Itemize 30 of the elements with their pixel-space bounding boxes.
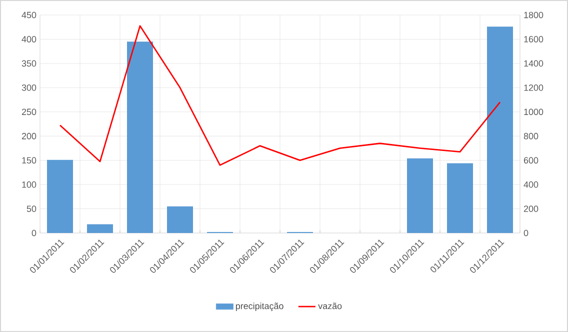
y2-tick-label: 1000 xyxy=(524,108,544,116)
bar xyxy=(47,160,73,233)
y2-tick-label: 200 xyxy=(524,206,538,212)
y-tick-label: 300 xyxy=(22,84,36,91)
y2-tick-label: 1600 xyxy=(524,36,544,42)
y-tick-label: 100 xyxy=(22,181,36,188)
y-tick-label: 250 xyxy=(22,108,36,116)
y-tick-label: 350 xyxy=(22,60,36,67)
legend-label: vazão xyxy=(318,302,342,310)
y2-tick-label: 1400 xyxy=(524,60,544,67)
bar xyxy=(127,42,153,233)
legend-label: precipitação xyxy=(236,302,284,311)
y2-tick-label: 0 xyxy=(524,230,528,236)
bar xyxy=(407,158,434,233)
bar xyxy=(487,26,514,233)
bar xyxy=(87,224,113,233)
y-tick-label: 200 xyxy=(22,132,36,140)
y-tick-label: 400 xyxy=(22,36,36,42)
y-tick-label: 50 xyxy=(26,206,36,212)
line-series xyxy=(59,25,501,166)
y2-tick-label: 400 xyxy=(524,181,538,188)
y-tick-label: 0 xyxy=(32,230,36,236)
bar xyxy=(447,163,474,233)
y-tick-label: 150 xyxy=(22,157,36,164)
bar xyxy=(167,206,193,233)
y2-tick-label: 1200 xyxy=(524,84,544,91)
y2-tick-label: 800 xyxy=(524,132,538,140)
y-tick-label: 450 xyxy=(22,12,36,18)
y2-tick-label: 1800 xyxy=(524,12,544,18)
y2-tick-label: 600 xyxy=(524,157,538,164)
